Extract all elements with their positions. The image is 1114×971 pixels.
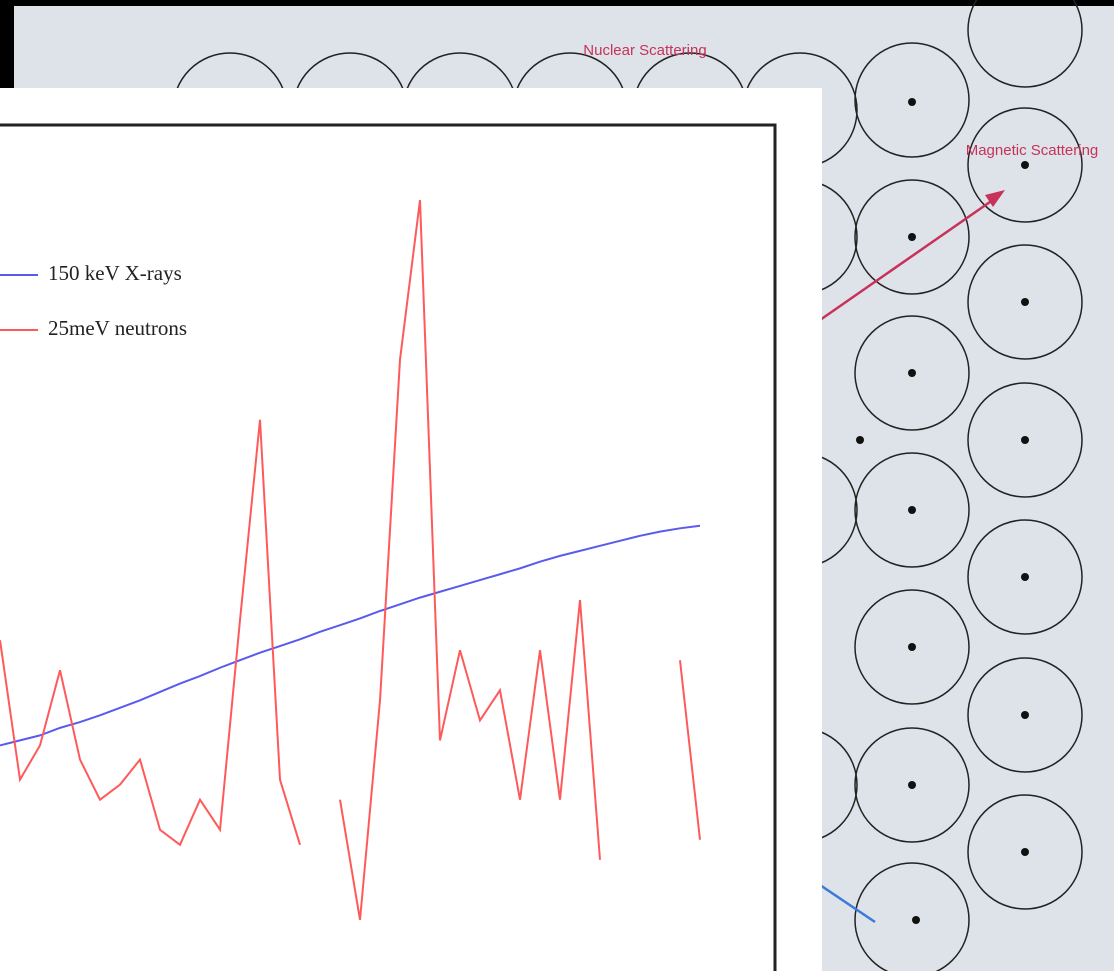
legend-label: 25meV neutrons bbox=[48, 316, 187, 340]
page: Nuclear Scattering Magnetic Scattering 1… bbox=[0, 0, 1114, 971]
legend-label: 150 keV X-rays bbox=[48, 261, 182, 285]
chart-panel bbox=[0, 88, 822, 971]
magnetic-label: Magnetic Scattering bbox=[966, 142, 1099, 159]
nuclear-label: Nuclear Scattering bbox=[583, 42, 706, 59]
